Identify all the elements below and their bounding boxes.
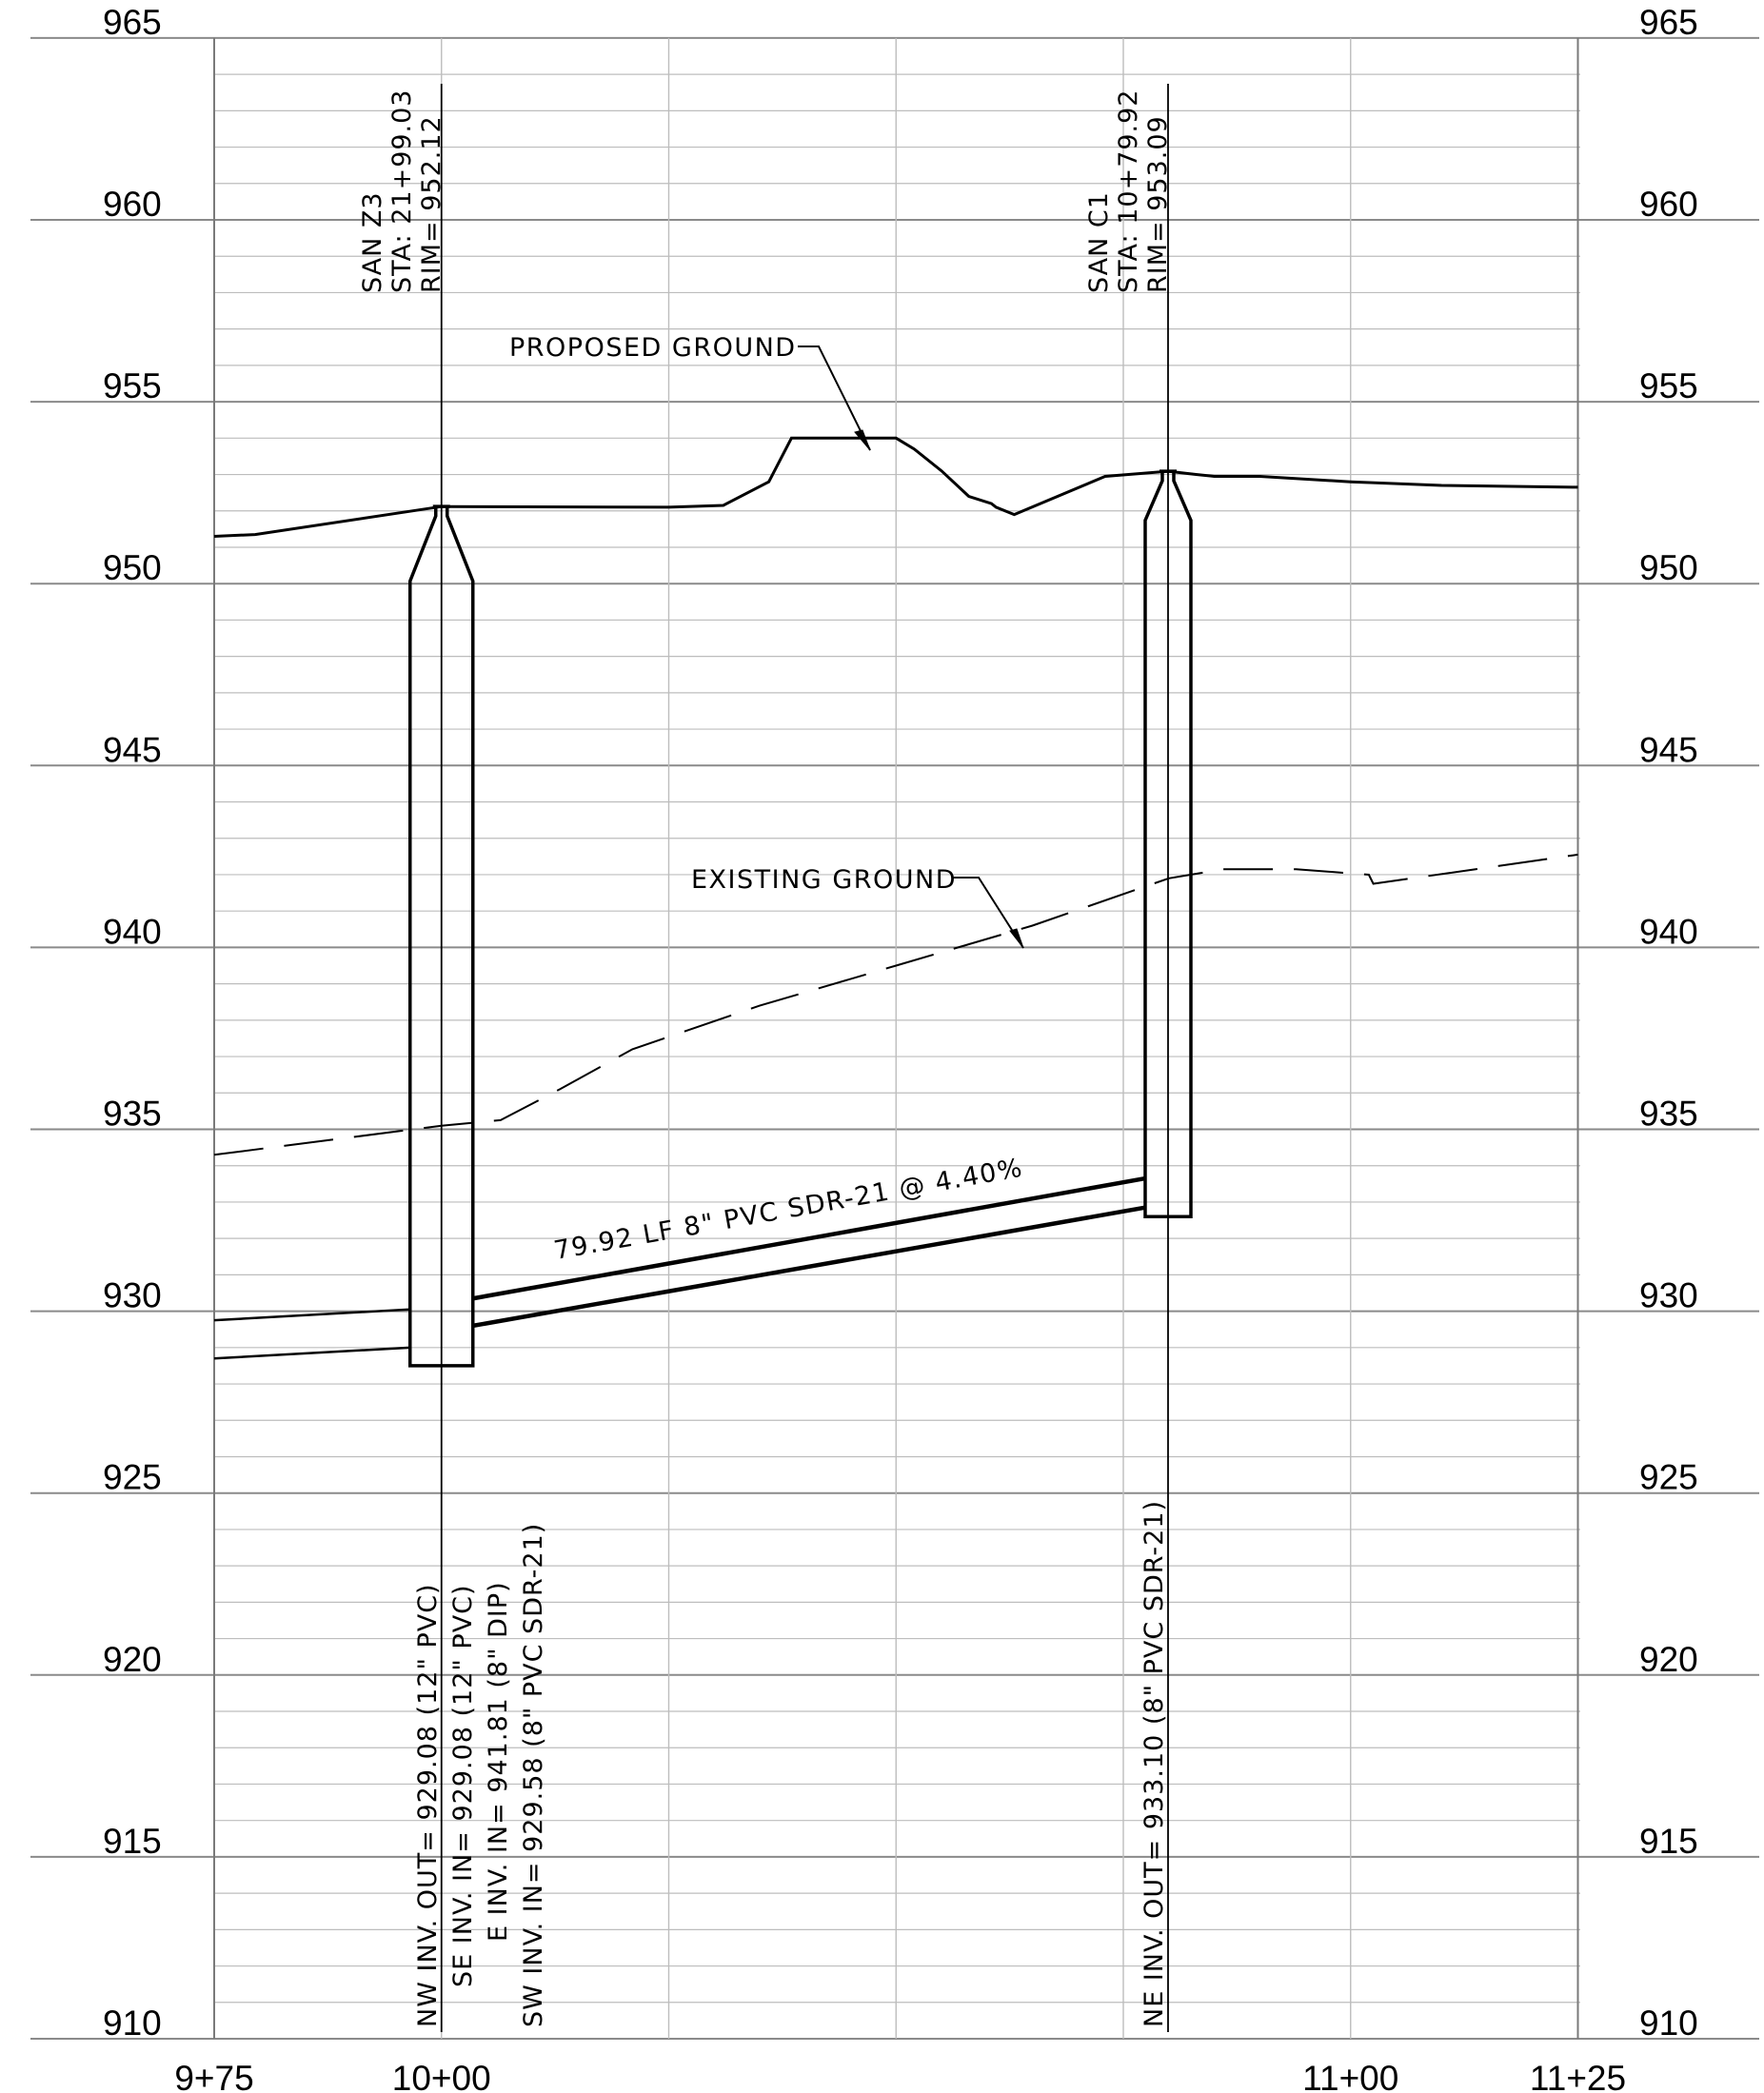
elevation-label-left: 960 <box>103 185 162 224</box>
elevation-label-left: 930 <box>103 1276 162 1315</box>
elevation-label-left: 920 <box>103 1640 162 1679</box>
ground-lines <box>213 436 1578 1156</box>
elevation-label-right: 950 <box>1639 548 1698 587</box>
manhole-san-z3: SAN Z3 STA: 21+99.03 RIM= 952.12 NW INV. OU… <box>358 84 548 2032</box>
manhole-label-line: STA: 21+99.03 <box>387 89 417 294</box>
manhole-label-line: RIM= 952.12 <box>417 115 446 293</box>
proposed-ground-arrowhead <box>854 429 871 451</box>
pipe-label: 79.92 LF 8" PVC SDR-21 @ 4.40% <box>552 1154 1026 1266</box>
elevation-label-right: 960 <box>1639 185 1698 224</box>
elevation-label-left: 915 <box>103 1822 162 1861</box>
station-label: 9+75 <box>174 2059 253 2093</box>
proposed-ground-label: PROPOSED GROUND <box>509 333 797 363</box>
elevation-label-left: 945 <box>103 730 162 769</box>
elevation-label-right: 910 <box>1639 2004 1698 2043</box>
station-labels: 9+75 10+00 11+00 11+25 <box>174 2059 1626 2093</box>
elevation-label-right: 925 <box>1639 1458 1698 1497</box>
elevation-label-right: 935 <box>1639 1095 1698 1134</box>
upstream-pipe-bottom <box>213 1346 410 1360</box>
elevation-labels: 965 965 960 960 955 955 950 950 945 945 940 940 935 9… <box>103 3 1698 2043</box>
proposed-ground-leader <box>798 346 871 451</box>
invert-note: SE INV. IN= 929.08 (12" PVC) <box>448 1584 478 1987</box>
station-label: 11+00 <box>1302 2059 1398 2093</box>
elevation-label-left: 965 <box>103 3 162 42</box>
manhole-label-line: STA: 10+79.92 <box>1114 89 1143 294</box>
proposed-pipe-crown <box>472 1175 1146 1301</box>
annotations: 79.92 LF 8" PVC SDR-21 @ 4.40% PROPOSED G… <box>509 333 1025 1266</box>
existing-ground-line <box>213 853 1578 1156</box>
existing-ground-arrowhead <box>1009 928 1024 949</box>
invert-note: SW INV. IN= 929.58 (8" PVC SDR-21) <box>519 1523 548 2027</box>
manhole-label-line: SAN Z3 <box>358 191 387 293</box>
invert-note: NW INV. OUT= 929.08 (12" PVC) <box>413 1583 443 2027</box>
elevation-label-right: 945 <box>1639 730 1698 769</box>
major-grid <box>30 36 1759 2040</box>
elevation-label-left: 950 <box>103 548 162 587</box>
upstream-pipe-top <box>213 1308 410 1322</box>
elevation-label-right: 965 <box>1639 3 1698 42</box>
elevation-label-left: 955 <box>103 366 162 405</box>
elevation-label-left: 935 <box>103 1095 162 1134</box>
station-label: 10+00 <box>392 2059 491 2093</box>
elevation-label-right: 920 <box>1639 1640 1698 1679</box>
proposed-ground-line <box>213 436 1578 538</box>
invert-note: NE INV. OUT= 933.10 (8" PVC SDR-21) <box>1140 1500 1169 2027</box>
manhole-label-line: SAN C1 <box>1084 191 1114 293</box>
elevation-label-right: 915 <box>1639 1822 1698 1861</box>
manhole-san-c1: SAN C1 STA: 10+79.92 RIM= 953.09 NE INV. OU… <box>1084 84 1193 2032</box>
proposed-pipe-invert <box>472 1205 1146 1329</box>
invert-note: E INV. IN= 941.81 (8" DIP) <box>484 1581 513 1942</box>
elevation-label-left: 940 <box>103 912 162 951</box>
pipes <box>213 1175 1146 1360</box>
elevation-label-left: 925 <box>103 1458 162 1497</box>
station-label: 11+25 <box>1530 2059 1626 2093</box>
elevation-label-left: 910 <box>103 2004 162 2043</box>
manholes: SAN Z3 STA: 21+99.03 RIM= 952.12 NW INV. OU… <box>358 84 1193 2032</box>
existing-ground-label: EXISTING GROUND <box>691 865 957 895</box>
existing-ground-leader <box>953 877 1024 949</box>
elevation-label-right: 930 <box>1639 1276 1698 1315</box>
elevation-label-right: 940 <box>1639 912 1698 951</box>
elevation-label-right: 955 <box>1639 366 1698 405</box>
manhole-label-line: RIM= 953.09 <box>1143 115 1173 293</box>
